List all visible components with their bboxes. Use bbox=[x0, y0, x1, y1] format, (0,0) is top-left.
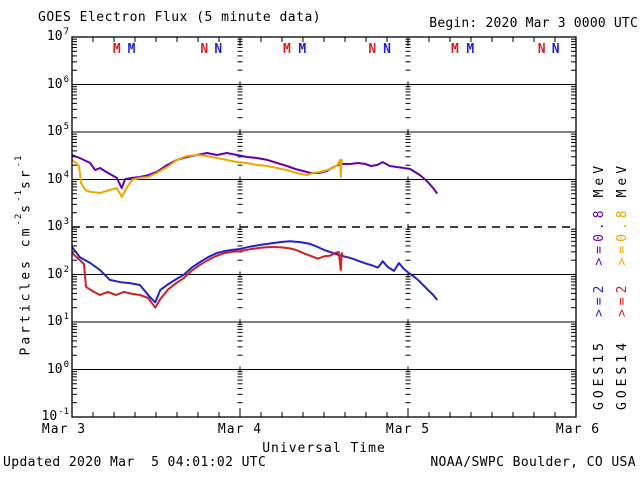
marker-noon: N bbox=[214, 42, 223, 57]
y-axis-title: Particles cm-2s-1sr-1 bbox=[14, 135, 35, 375]
legend-goes14-ge0p8mev: >=0.8 bbox=[614, 206, 630, 266]
y-tick-label-1e4: 10 4 bbox=[46, 169, 69, 187]
marker-noon: N bbox=[551, 42, 560, 57]
y-axis-title-segment: Particles cm bbox=[18, 225, 34, 356]
marker-noon: N bbox=[368, 42, 377, 57]
y-axis-title-segment: sr bbox=[18, 167, 34, 190]
legend-goes14: GOES14 >=2 >=0.8 MeV bbox=[614, 152, 630, 410]
y-tick-label-1e2: 10 2 bbox=[46, 264, 69, 282]
marker-noon: N bbox=[383, 42, 391, 57]
marker-midnight: M bbox=[298, 42, 307, 57]
y-tick-label-1e3: 10 3 bbox=[46, 217, 69, 234]
y-tick-label-1e6: 10 6 bbox=[46, 74, 69, 92]
y-tick-label-1e-1: 10 -1 bbox=[41, 407, 70, 424]
y-tick-label-1e5: 10 5 bbox=[46, 122, 69, 139]
trace-goes15-ge2mev bbox=[72, 240, 438, 304]
legend-goes14-satellite: GOES14 bbox=[614, 339, 630, 410]
chart-title: GOES Electron Flux (5 minute data) bbox=[38, 10, 322, 25]
legend-goes15-ge0p8mev: >=0.8 bbox=[591, 206, 607, 266]
marker-midnight: M bbox=[282, 42, 291, 57]
legend-goes14-ge2mev: >=2 bbox=[614, 281, 630, 318]
marker-noon: N bbox=[537, 42, 546, 57]
y-axis-title-segment: -1 bbox=[14, 189, 24, 202]
legend-goes15-mev-unit: MeV bbox=[591, 161, 607, 198]
x-axis-title: Universal Time bbox=[262, 441, 386, 456]
y-tick-label-1e0: 10 0 bbox=[46, 359, 69, 377]
updated-timestamp: Updated 2020 Mar 5 04:01:02 UTC bbox=[3, 455, 267, 470]
trace-goes14-ge2mev bbox=[72, 246, 344, 309]
y-axis-title-segment: -1 bbox=[14, 154, 24, 168]
legend-goes15-ge2mev: >=2 bbox=[591, 281, 607, 318]
y-tick-label-1e7: 10 7 bbox=[46, 27, 69, 44]
x-tick-label-mar-6: Mar 6 bbox=[555, 422, 601, 437]
y-tick-label-1e1: 10 1 bbox=[46, 312, 69, 329]
marker-midnight: M bbox=[127, 42, 136, 57]
legend-goes14-mev-unit: MeV bbox=[614, 161, 630, 198]
plot-frame bbox=[71, 36, 577, 418]
marker-noon: N bbox=[200, 42, 209, 57]
trace-goes15-ge0p8mev bbox=[72, 152, 438, 194]
legend-goes15-satellite: GOES15 bbox=[591, 339, 607, 410]
y-axis-title-segment: s bbox=[18, 201, 34, 213]
legend-goes15: GOES15 >=2 >=0.8 MeV bbox=[591, 152, 607, 410]
x-tick-label-mar-3: Mar 3 bbox=[41, 422, 87, 437]
marker-midnight: M bbox=[466, 42, 475, 57]
x-tick-label-mar-5: Mar 5 bbox=[385, 422, 431, 437]
x-tick-label-mar-4: Mar 4 bbox=[217, 422, 263, 437]
source-label: NOAA/SWPC Boulder, CO USA bbox=[430, 455, 636, 470]
marker-midnight: M bbox=[112, 42, 121, 57]
trace-goes14-ge0p8mev bbox=[72, 154, 344, 198]
begin-time-label: Begin: 2020 Mar 3 0000 UTC bbox=[429, 16, 638, 31]
y-axis-title-segment: -2 bbox=[14, 212, 24, 226]
marker-midnight: M bbox=[450, 42, 459, 57]
